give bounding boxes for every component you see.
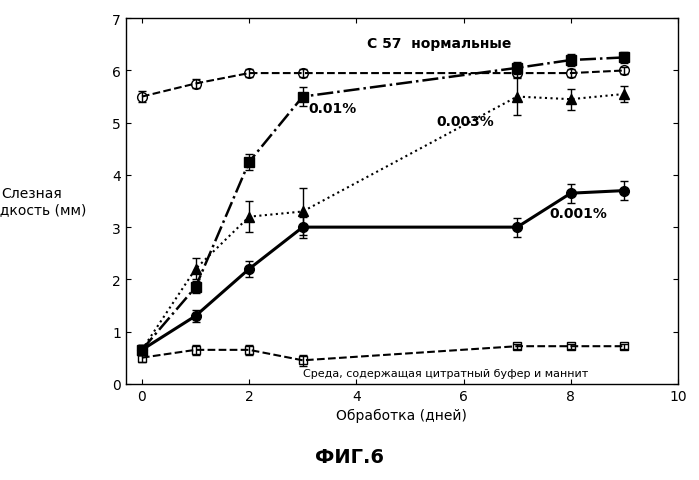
Text: Слезная
жидкость (мм): Слезная жидкость (мм) bbox=[0, 187, 86, 216]
Text: Среда, содержащая цитратный буфер и маннит: Среда, содержащая цитратный буфер и манн… bbox=[303, 368, 588, 378]
Text: 0.003%: 0.003% bbox=[437, 115, 494, 129]
Text: 0.01%: 0.01% bbox=[308, 102, 356, 116]
Text: ФИГ.6: ФИГ.6 bbox=[315, 446, 384, 466]
Text: 0.001%: 0.001% bbox=[549, 206, 607, 220]
X-axis label: Обработка (дней): Обработка (дней) bbox=[336, 408, 468, 422]
Text: С 57  нормальные: С 57 нормальные bbox=[367, 37, 512, 51]
